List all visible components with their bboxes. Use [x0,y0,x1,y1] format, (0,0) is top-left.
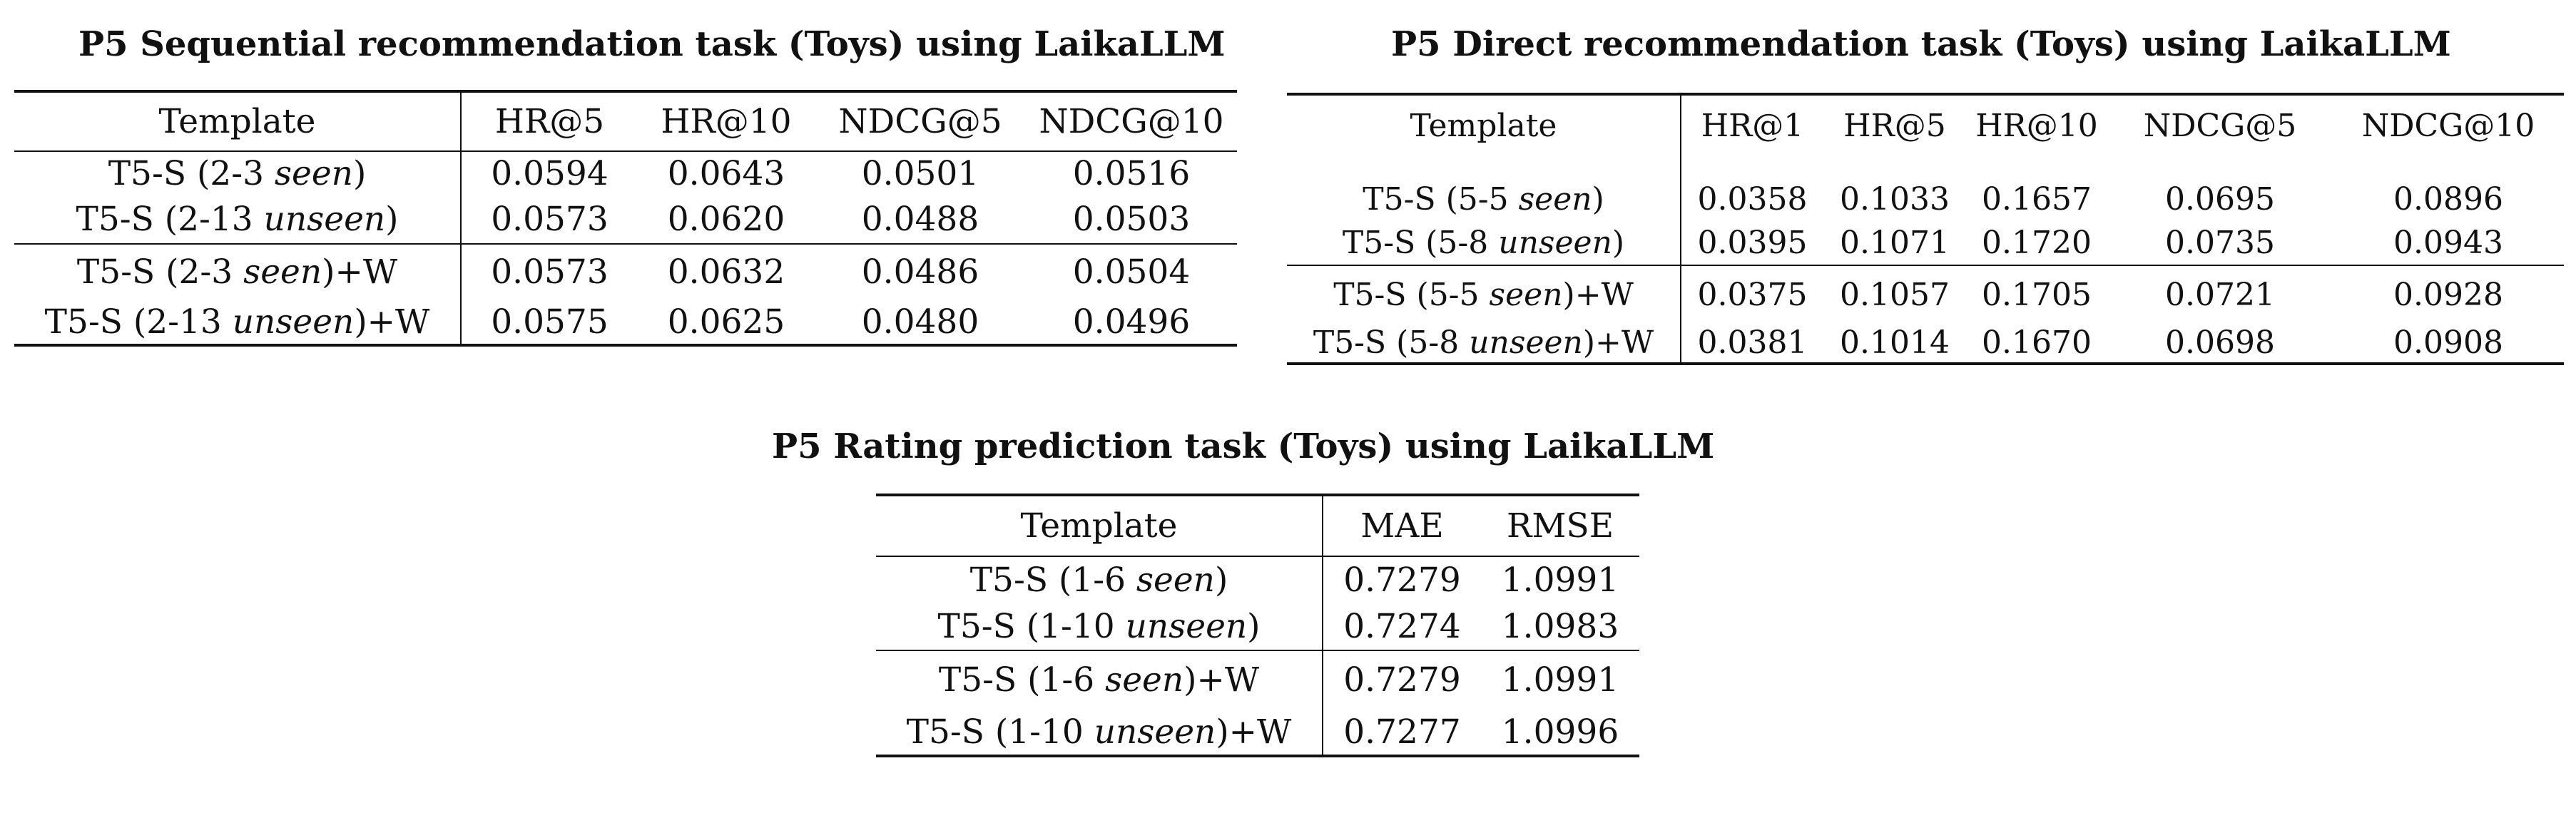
table-row: T5-S (1-10 unseen)+W 0.7277 1.0996 [876,709,1639,756]
metric-cell: 0.7274 [1343,607,1461,646]
metric-cell: 0.0594 [491,154,609,193]
metric-cell: 0.0896 [2393,181,2503,218]
column-header: Template [876,495,1323,556]
metric-cell: 0.0721 [2165,276,2275,313]
column-header: NDCG@10 [2361,108,2535,144]
metric-cell: 0.0501 [861,154,979,193]
metric-cell: 0.0575 [491,302,609,342]
metric-cell: 0.0486 [861,252,979,292]
template-cell: T5-S (2-3 seen)+W [14,244,462,300]
metric-cell: 0.0620 [667,200,785,239]
table-header-row: Template MAE RMSE [876,495,1639,556]
column-header: Template [1287,94,1681,157]
metric-cell: 0.1657 [1982,181,2092,218]
table-row: T5-S (1-10 unseen) 0.7274 1.0983 [876,603,1639,650]
template-cell: T5-S (2-13 unseen)+W [14,300,462,345]
table-row: T5-S (2-13 unseen) 0.0573 0.0620 0.0488 … [14,195,1237,244]
template-cell: T5-S (5-8 unseen) [1287,221,1681,265]
metric-cell: 0.1720 [1982,224,2092,261]
metric-cell: 0.1670 [1982,324,2092,361]
metric-cell: 0.0695 [2165,181,2275,218]
column-header: Template [14,91,462,151]
column-header: NDCG@5 [838,102,1002,141]
template-cell: T5-S (5-5 seen) [1287,157,1681,221]
metric-cell: 0.0735 [2165,224,2275,261]
sequential-table-caption: P5 Sequential recommendation task (Toys)… [78,24,1226,64]
template-cell: T5-S (2-13 unseen) [14,195,462,244]
metric-cell: 0.1033 [1840,181,1950,218]
table-row: T5-S (2-13 unseen)+W 0.0575 0.0625 0.048… [14,300,1237,345]
direct-table-caption: P5 Direct recommendation task (Toys) usi… [1391,24,2451,64]
metric-cell: 0.0573 [491,200,609,239]
template-cell: T5-S (1-10 unseen) [876,603,1323,650]
metric-cell: 0.7279 [1343,660,1461,700]
rating-table-caption: P5 Rating prediction task (Toys) using L… [772,426,1715,466]
table-row: T5-S (1-6 seen) 0.7279 1.0991 [876,556,1639,603]
metric-cell: 0.0496 [1072,302,1191,342]
metric-cell: 0.0480 [861,302,979,342]
direct-results-table: Template HR@1 HR@5 HR@10 NDCG@5 NDCG@10 … [1287,93,2564,365]
metric-cell: 0.7279 [1343,561,1461,600]
template-cell: T5-S (1-6 seen)+W [876,650,1323,709]
template-cell: T5-S (2-3 seen) [14,151,462,195]
template-cell: T5-S (5-5 seen)+W [1287,265,1681,324]
template-cell: T5-S (1-10 unseen)+W [876,709,1323,756]
column-header: HR@10 [661,102,792,141]
metric-cell: 0.0928 [2393,276,2503,313]
metric-cell: 0.1014 [1840,324,1950,361]
template-cell: T5-S (5-8 unseen)+W [1287,324,1681,364]
metric-cell: 0.1057 [1840,276,1950,313]
table-header-row: Template HR@5 HR@10 NDCG@5 NDCG@10 [14,91,1237,151]
sequential-results-table: Template HR@5 HR@10 NDCG@5 NDCG@10 T5-S … [14,90,1237,347]
column-header: RMSE [1506,506,1614,546]
column-header: HR@10 [1975,108,2098,144]
column-header: MAE [1360,506,1444,546]
metric-cell: 0.0908 [2393,324,2503,361]
metric-cell: 1.0983 [1501,607,1619,646]
table-row: T5-S (1-6 seen)+W 0.7279 1.0991 [876,650,1639,709]
metric-cell: 0.0503 [1072,200,1191,239]
column-header: NDCG@5 [2143,108,2297,144]
metric-cell: 0.1071 [1840,224,1950,261]
table-row: T5-S (5-5 seen) 0.0358 0.1033 0.1657 0.0… [1287,157,2564,221]
column-header: HR@5 [1843,108,1946,144]
column-header: NDCG@10 [1039,102,1224,141]
metric-cell: 0.0395 [1697,224,1808,261]
metric-cell: 0.0943 [2393,224,2503,261]
metric-cell: 0.0381 [1697,324,1808,361]
metric-cell: 0.0488 [861,200,979,239]
column-header: HR@5 [494,102,605,141]
column-header: HR@1 [1701,108,1804,144]
table-row: T5-S (2-3 seen)+W 0.0573 0.0632 0.0486 0… [14,244,1237,300]
rating-results-table: Template MAE RMSE T5-S (1-6 seen) 0.7279… [876,494,1639,757]
metric-cell: 0.0573 [491,252,609,292]
metric-cell: 0.0698 [2165,324,2275,361]
table-row: T5-S (5-8 unseen)+W 0.0381 0.1014 0.1670… [1287,324,2564,364]
metric-cell: 1.0991 [1501,561,1619,600]
metric-cell: 1.0991 [1501,660,1619,700]
metric-cell: 0.0358 [1697,181,1808,218]
metric-cell: 0.0516 [1072,154,1191,193]
table-row: T5-S (2-3 seen) 0.0594 0.0643 0.0501 0.0… [14,151,1237,195]
template-cell: T5-S (1-6 seen) [876,556,1323,603]
metric-cell: 1.0996 [1501,712,1619,752]
metric-cell: 0.7277 [1343,712,1461,752]
metric-cell: 0.0625 [667,302,785,342]
metric-cell: 0.0643 [667,154,785,193]
metric-cell: 0.1705 [1982,276,2092,313]
metric-cell: 0.0632 [667,252,785,292]
metric-cell: 0.0375 [1697,276,1808,313]
table-row: T5-S (5-5 seen)+W 0.0375 0.1057 0.1705 0… [1287,265,2564,324]
table-header-row: Template HR@1 HR@5 HR@10 NDCG@5 NDCG@10 [1287,94,2564,157]
metric-cell: 0.0504 [1072,252,1191,292]
table-row: T5-S (5-8 unseen) 0.0395 0.1071 0.1720 0… [1287,221,2564,265]
